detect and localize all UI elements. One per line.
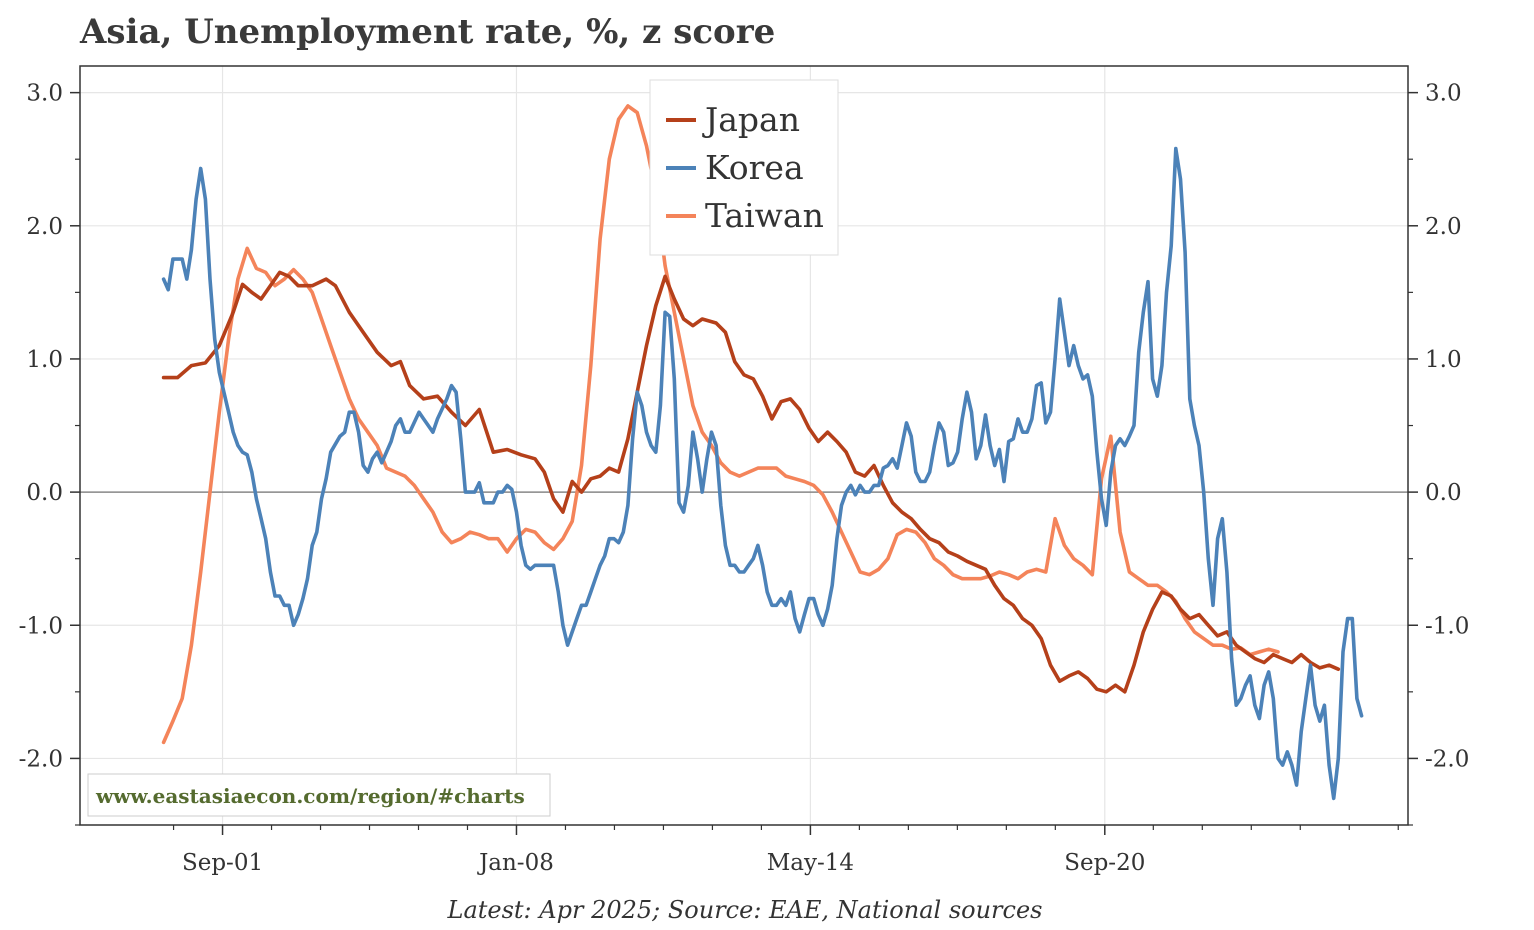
chart-title: Asia, Unemployment rate, %, z score <box>80 12 776 52</box>
y-tick-label-left: 3.0 <box>26 81 63 107</box>
legend: Japan Korea Taiwan <box>649 79 839 256</box>
series-line-taiwan <box>161 104 1280 745</box>
series-layer <box>161 104 1364 801</box>
x-tick-label: May-14 <box>767 850 854 876</box>
legend-label-taiwan: Taiwan <box>705 196 824 235</box>
series-line-japan <box>161 270 1341 694</box>
tick-layer: 3.0 3.0 2.0 2.0 1.0 1.0 0.0 0.0 -1.0 -1.0 -2.0 -2.0… <box>19 81 1470 876</box>
y-tick-label-right: 0.0 <box>1425 480 1462 506</box>
y-tick-label-left: 2.0 <box>26 214 63 240</box>
url-box-frame <box>87 773 551 817</box>
plot-frame <box>79 65 1409 826</box>
y-tick-label-left: 0.0 <box>26 480 63 506</box>
x-tick-label: Sep-20 <box>1064 850 1145 876</box>
y-tick-label-left: 1.0 <box>26 347 63 373</box>
url-box[interactable]: www.eastasiaecon.com/region/#charts <box>87 773 551 817</box>
y-tick-label-left: -2.0 <box>19 746 63 772</box>
source-note: Latest: Apr 2025; Source: EAE, National … <box>447 896 1043 924</box>
x-tick-label: Jan-08 <box>477 850 554 876</box>
y-tick-label-right: 1.0 <box>1425 347 1462 373</box>
legend-label-japan: Japan <box>702 100 800 139</box>
y-tick-label-right: -1.0 <box>1425 613 1469 639</box>
x-tick-label: Sep-01 <box>182 850 263 876</box>
y-tick-label-right: 2.0 <box>1425 214 1462 240</box>
source-url-link[interactable]: www.eastasiaecon.com/region/#charts <box>95 784 525 808</box>
series-line-korea <box>161 146 1364 801</box>
y-tick-label-right: 3.0 <box>1425 81 1462 107</box>
y-tick-label-right: -2.0 <box>1425 746 1469 772</box>
legend-label-korea: Korea <box>705 148 804 187</box>
y-tick-label-left: -1.0 <box>19 613 63 639</box>
